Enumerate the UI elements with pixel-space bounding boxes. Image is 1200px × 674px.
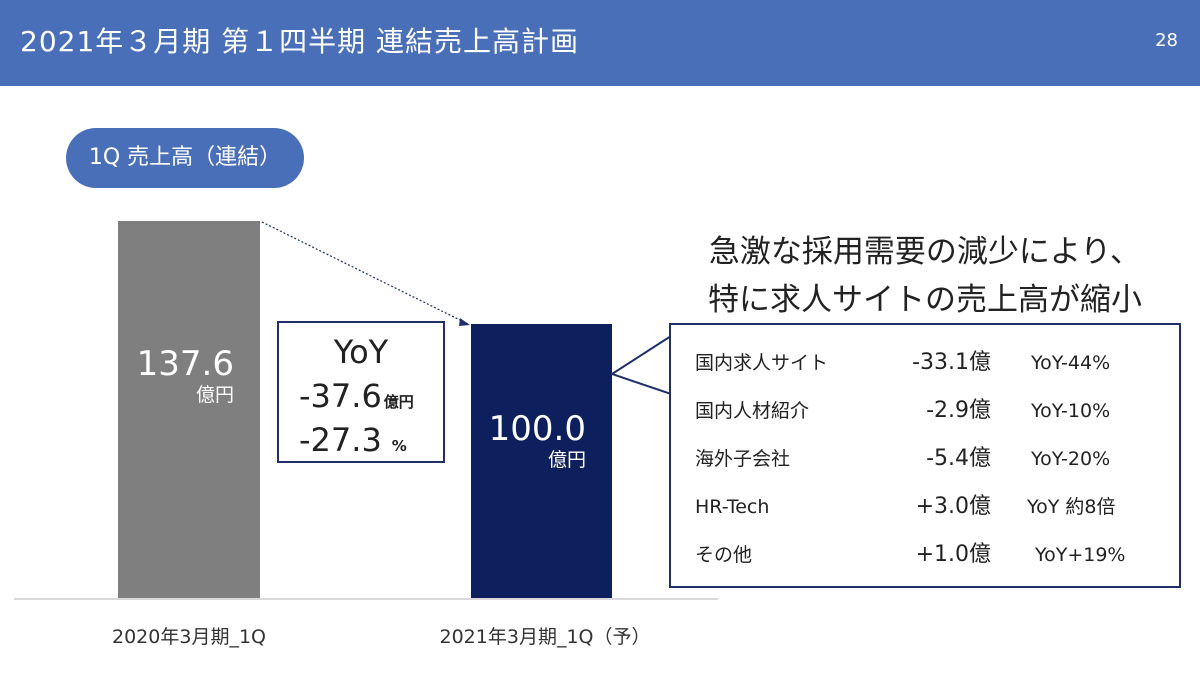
segment-breakdown-box: 国内求人サイト -33.1億 YoY-44% 国内人材紹介 -2.9億 YoY-… bbox=[669, 323, 1181, 588]
breakdown-row: 国内求人サイト -33.1億 YoY-44% bbox=[671, 343, 1181, 383]
yoy-amount: -37.6 bbox=[299, 377, 382, 415]
bar-value-label: 137.6 億円 bbox=[118, 345, 234, 407]
breakdown-row: HR-Tech +3.0億 YoY 約8倍 bbox=[671, 487, 1181, 527]
yoy-percent-unit: % bbox=[391, 437, 407, 455]
x-tick-label: 2020年3月期_1Q bbox=[112, 626, 266, 648]
segment-amount: -5.4億 bbox=[926, 446, 991, 471]
callout-pointer bbox=[609, 334, 674, 396]
trend-connector-arrowhead bbox=[459, 318, 470, 326]
headline-line: 特に求人サイトの売上高が縮小 bbox=[708, 282, 1142, 318]
headline: 急激な採用需要の減少により、 特に求人サイトの売上高が縮小 bbox=[690, 228, 1160, 324]
bar-unit: 億円 bbox=[195, 384, 234, 406]
segment-amount: -33.1億 bbox=[912, 350, 991, 375]
segment-name: 国内求人サイト bbox=[695, 352, 829, 374]
segment-amount: -2.9億 bbox=[926, 398, 991, 423]
yoy-amount-line: -37.6 億円 bbox=[299, 377, 414, 415]
segment-name: 海外子会社 bbox=[695, 448, 791, 470]
bar-value-label: 100.0 億円 bbox=[471, 410, 586, 472]
breakdown-row: その他 +1.0億 YoY+19% bbox=[671, 535, 1181, 575]
headline-line: 急激な採用需要の減少により、 bbox=[708, 234, 1142, 270]
yoy-percent-line: -27.3% bbox=[299, 421, 407, 459]
segment-name: 国内人材紹介 bbox=[695, 400, 810, 422]
section-label: 1Q 売上高（連結） bbox=[66, 128, 304, 188]
yoy-percent: -27.3 bbox=[299, 421, 382, 459]
segment-amount: +3.0億 bbox=[915, 494, 991, 519]
chart-baseline bbox=[14, 598, 718, 600]
segment-yoy: YoY-20% bbox=[1031, 448, 1111, 470]
segment-yoy: YoY 約8倍 bbox=[1027, 496, 1116, 518]
segment-name: HR-Tech bbox=[695, 496, 770, 518]
bar-unit: 億円 bbox=[547, 449, 586, 471]
segment-yoy: YoY-44% bbox=[1031, 352, 1111, 374]
breakdown-row: 国内人材紹介 -2.9億 YoY-10% bbox=[671, 391, 1181, 431]
yoy-title: YoY bbox=[333, 333, 389, 371]
yoy-summary-box: YoY -37.6 億円 -27.3% bbox=[277, 321, 445, 463]
bar-value: 137.6 bbox=[136, 344, 234, 384]
x-tick-label: 2021年3月期_1Q（予） bbox=[439, 626, 651, 648]
yoy-amount-unit: 億円 bbox=[383, 393, 414, 411]
breakdown-row: 海外子会社 -5.4億 YoY-20% bbox=[671, 439, 1181, 479]
segment-name: その他 bbox=[695, 544, 753, 566]
page-title: 2021年３月期 第１四半期 連結売上高計画 bbox=[20, 25, 580, 58]
trend-connector-line bbox=[261, 221, 469, 325]
header-bar: 2021年３月期 第１四半期 連結売上高計画 28 bbox=[0, 0, 1200, 86]
segment-yoy: YoY-10% bbox=[1031, 400, 1111, 422]
bar-2020-1q bbox=[118, 221, 260, 598]
bar-2021-1q-forecast bbox=[471, 324, 612, 598]
page-number: 28 bbox=[1155, 30, 1178, 51]
segment-amount: +1.0億 bbox=[915, 542, 991, 567]
segment-yoy: YoY+19% bbox=[1035, 544, 1126, 566]
bar-value: 100.0 bbox=[488, 409, 586, 449]
